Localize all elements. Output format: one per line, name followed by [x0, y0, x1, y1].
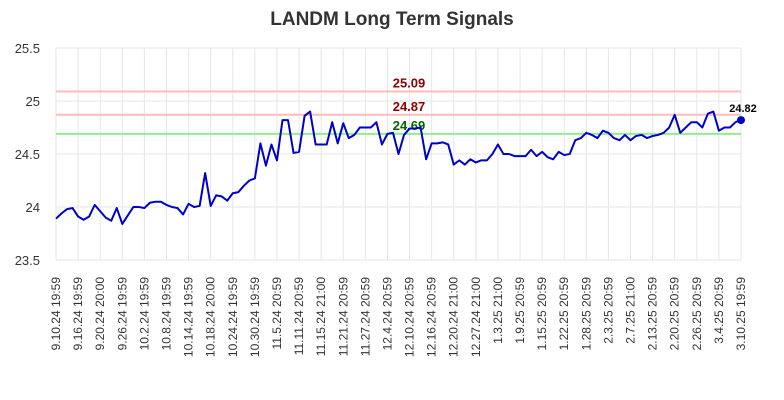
- x-tick-label: 2.13.25 20:59: [646, 277, 660, 351]
- y-tick-label: 25: [26, 94, 40, 109]
- x-tick-label: 9.26.24 19:59: [115, 277, 129, 351]
- x-tick-label: 9.10.24 19:59: [49, 277, 63, 351]
- series-line: [55, 110, 742, 225]
- x-tick-label: 1.9.25 20:59: [513, 277, 527, 344]
- x-tick-label: 11.21.24 20:59: [336, 277, 350, 357]
- x-tick-label: 1.3.25 21:00: [491, 277, 505, 344]
- x-tick-label: 9.20.24 20:00: [93, 277, 107, 351]
- x-tick-label: 10.24.24 19:59: [226, 277, 240, 357]
- chart-title: LANDM Long Term Signals: [270, 9, 513, 30]
- level-label: 25.09: [393, 75, 426, 90]
- y-tick-label: 25.5: [15, 41, 40, 56]
- x-tick-label: 12.20.24 21:00: [447, 277, 461, 357]
- x-tick-label: 9.16.24 19:59: [71, 277, 85, 351]
- x-tick-label: 10.30.24 19:59: [248, 277, 262, 357]
- x-tick-label: 12.4.24 20:59: [380, 277, 394, 351]
- grid: [55, 47, 742, 261]
- x-tick-label: 2.3.25 20:59: [601, 277, 615, 344]
- x-tick-label: 11.11.24 20:59: [292, 277, 306, 356]
- x-tick-label: 1.15.25 20:59: [535, 277, 549, 351]
- x-tick-label: 10.14.24 19:59: [182, 277, 196, 357]
- y-axis-ticks: 23.5 24 24.5 25 25.5: [15, 41, 40, 268]
- last-point: [737, 116, 745, 125]
- y-tick-label: 23.5: [15, 253, 40, 268]
- x-tick-label: 10.18.24 20:00: [204, 277, 218, 357]
- x-tick-label: 2.20.25 20:59: [668, 277, 682, 351]
- series-layer: 24.82: [55, 103, 757, 225]
- x-tick-label: 2.7.25 21:00: [624, 277, 638, 344]
- y-tick-label: 24.5: [15, 147, 40, 162]
- x-tick-label: 1.28.25 20:59: [579, 277, 593, 351]
- last-value-label: 24.82: [729, 103, 757, 115]
- x-tick-label: 3.10.25 19:59: [734, 277, 748, 351]
- x-tick-label: 11.15.24 21:00: [314, 277, 328, 357]
- level-label: 24.87: [393, 99, 426, 114]
- x-tick-label: 10.2.24 19:59: [137, 277, 151, 351]
- x-tick-label: 2.26.25 20:59: [690, 277, 704, 351]
- x-tick-label: 12.10.24 20:59: [403, 277, 417, 357]
- x-axis-ticks: 9.10.24 19:59 9.16.24 19:59 9.20.24 20:00 9…: [49, 277, 748, 357]
- x-tick-label: 11.5.24 20:59: [270, 277, 284, 350]
- x-tick-label: 12.16.24 20:59: [425, 277, 439, 357]
- x-tick-label: 1.22.25 20:59: [557, 277, 571, 351]
- x-tick-label: 3.4.25 20:59: [712, 277, 726, 344]
- y-tick-label: 24: [26, 200, 40, 215]
- x-tick-label: 10.8.24 19:59: [159, 277, 173, 351]
- x-tick-label: 11.27.24 20:59: [358, 277, 372, 357]
- x-tick-label: 12.27.24 21:00: [469, 277, 483, 357]
